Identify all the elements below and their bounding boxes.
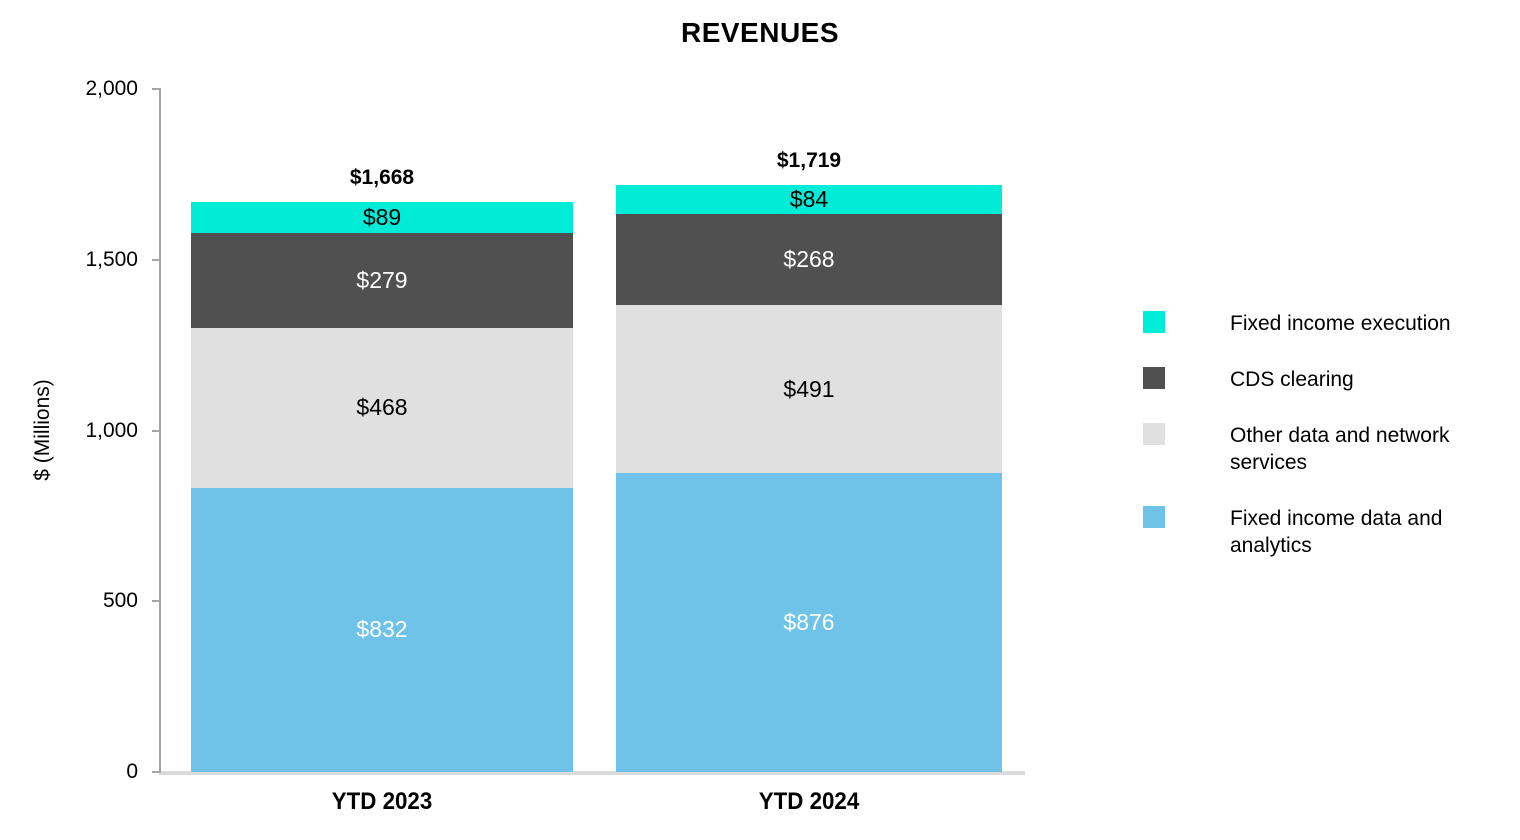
bar-stack-ytd-2024: $876 $491 $268 $84 $1,719 [616,149,1002,772]
bar-total-label: $1,668 [349,166,415,190]
legend-item: Fixed income execution [1143,310,1473,337]
chart-title: REVENUES [680,17,840,48]
bar-segment: $491 [616,305,1002,473]
legend-label: CDS clearing [1230,368,1354,391]
y-tick-label: 500 [102,589,138,613]
legend: Fixed income execution CDS clearing Other … [1143,310,1473,588]
bar-segment-value: $84 [789,185,829,212]
legend-item: CDS clearing [1143,366,1473,393]
y-tick-label: 2,000 [85,77,138,100]
y-tick-mark [152,771,161,773]
bar-segment-value: $876 [783,608,835,635]
y-tick-label: 1,500 [85,247,138,271]
bar-segment: $84 [616,185,1002,214]
legend-label: Other data and network services [1230,424,1450,474]
y-tick-label: 1,000 [85,418,138,442]
bar-segment: $268 [616,213,1002,306]
bar-segment: $468 [191,328,573,488]
bar-segment: $832 [191,487,573,772]
bar-stack-ytd-2023: $832 $468 $279 $89 $1,668 [191,166,573,772]
bar-segment-value: $89 [362,204,402,231]
legend-swatch [1143,506,1165,528]
legend-label: Fixed income execution [1230,312,1451,335]
legend-item: Fixed income data and analytics [1143,505,1473,559]
x-axis-baseline [159,771,1025,775]
bar-segment-value: $279 [356,266,408,293]
bar-segment-value: $468 [356,394,408,421]
bar-segment: $89 [191,202,573,233]
bar-segment: $876 [616,472,1002,772]
bar-segment: $279 [191,232,573,329]
legend-swatch [1143,367,1165,389]
legend-item: Other data and network services [1143,422,1473,476]
y-tick-mark [152,429,161,432]
x-category-label: YTD 2023 [331,788,433,815]
legend-label: Fixed income data and analytics [1230,507,1443,557]
y-tick-label: 0 [126,760,138,783]
legend-swatch [1143,311,1165,333]
x-category-label: YTD 2024 [758,788,860,815]
bar-segment-value: $268 [783,245,835,272]
bar-segment-value: $491 [783,375,835,402]
legend-swatch [1143,423,1165,445]
bar-segment-value: $832 [356,616,408,643]
bar-total-label: $1,719 [776,148,842,172]
y-tick-mark [152,600,161,603]
y-tick-mark [152,258,161,261]
y-tick-mark [152,88,161,90]
